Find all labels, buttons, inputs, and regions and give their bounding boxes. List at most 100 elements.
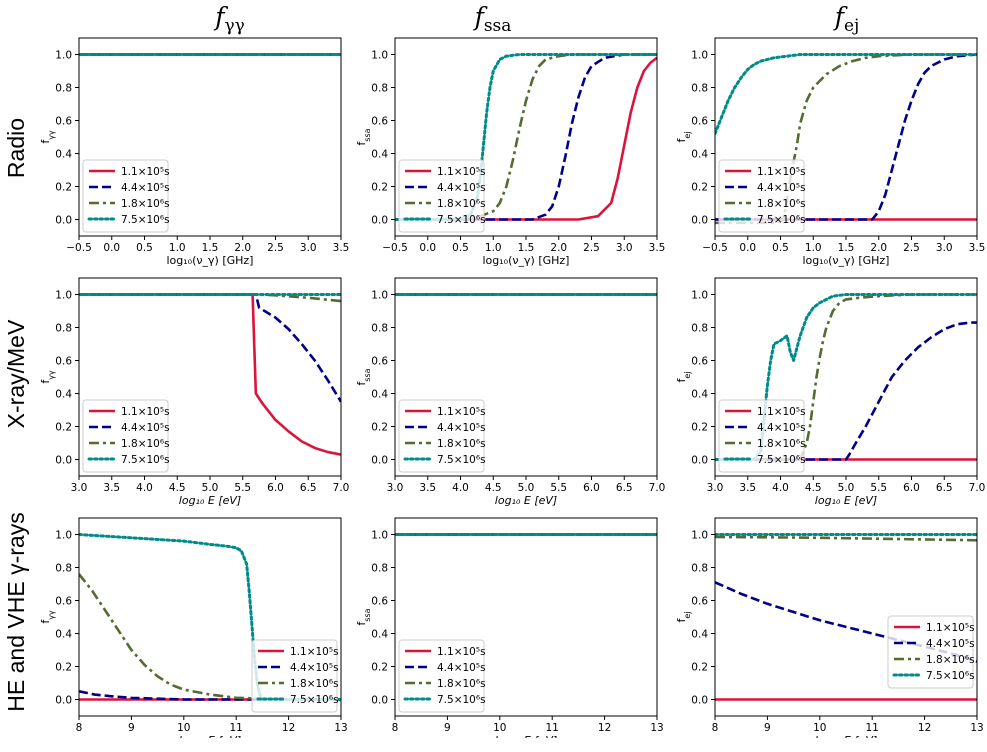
x-tick-label: 4.5 <box>485 482 502 494</box>
y-tick-label: 1.0 <box>691 529 708 541</box>
x-tick-label: 4.0 <box>772 482 789 494</box>
y-tick-label: 0.4 <box>371 388 388 400</box>
y-axis-label: fγγ <box>39 130 56 144</box>
x-tick-label: 4.0 <box>136 482 153 494</box>
x-tick-label: 6.0 <box>583 482 600 494</box>
x-tick-label: 0.0 <box>419 242 436 254</box>
x-tick-label: 10 <box>493 722 506 734</box>
plot-xray-fej: 0.0 0.2 0.4 0.6 0.8 1.0 3.0 3.5 4.0 4.5 5.0 5.5 6.0 6… <box>675 277 985 507</box>
legend-label-3: 1.8×10⁶s <box>437 198 486 210</box>
legend-label-4: 7.5×10⁶s <box>290 694 339 706</box>
x-tick-label: 10 <box>813 722 826 734</box>
x-axis-label: log₁₀ E [eV] <box>495 734 557 738</box>
x-tick-label: 5.0 <box>838 482 855 494</box>
legend-label-2: 4.4×10⁵s <box>437 662 486 674</box>
y-tick-label: 0.0 <box>691 454 708 466</box>
series-line-2 <box>715 321 977 461</box>
legend-label-1: 1.1×10⁵s <box>757 406 806 418</box>
y-axis-label: fej <box>675 371 692 382</box>
plot-xray-fssa: 0.0 0.2 0.4 0.6 0.8 1.0 3.0 3.5 4.0 4.5 5.0 5.5 6.0 6… <box>355 277 665 507</box>
y-tick-label: 0.4 <box>371 628 388 640</box>
legend-box <box>398 639 485 713</box>
x-tick-label: 3.5 <box>103 482 120 494</box>
y-tick-label: 0.4 <box>691 148 708 160</box>
y-axis-label: fγγ <box>39 370 56 384</box>
x-tick-label: 3.5 <box>419 482 436 494</box>
legend-label-4: 7.5×10⁶s <box>121 214 170 226</box>
plot-he-fssa: 0.0 0.2 0.4 0.6 0.8 1.0 8 9 10 11 12 13 log₁₀ E [eV]… <box>355 517 664 738</box>
plot-frame <box>394 517 658 717</box>
y-tick-label: 0.2 <box>691 181 708 193</box>
x-tick-label: 2.0 <box>550 242 567 254</box>
y-tick-label: 0.6 <box>55 595 72 607</box>
x-tick-label: 9 <box>128 722 135 734</box>
legend: 1.1×10⁵s 4.4×10⁵s 1.8×10⁶s 7.5×10⁶s <box>82 159 170 233</box>
x-tick-label: 3.5 <box>333 242 350 254</box>
x-tick-label: −0.5 <box>702 242 728 254</box>
x-axis-label: log₁₀(ν_γ) [GHz] <box>167 254 254 267</box>
series-line-2 <box>715 53 977 221</box>
x-tick-label: 5.0 <box>518 482 535 494</box>
x-tick-label: 1.5 <box>838 242 855 254</box>
x-tick-label: 2.5 <box>583 242 600 254</box>
series-line-2 <box>395 53 657 221</box>
legend-label-3: 1.8×10⁶s <box>121 198 170 210</box>
legend-label-1: 1.1×10⁵s <box>437 166 486 178</box>
legend-label-3: 1.8×10⁶s <box>437 678 486 690</box>
x-tick-label: 0.5 <box>136 242 153 254</box>
legend-label-1: 1.1×10⁵s <box>121 166 170 178</box>
x-tick-label: 11 <box>230 722 243 734</box>
plot-xray-fgg: 0.0 0.2 0.4 0.6 0.8 1.0 3.0 3.5 4.0 4.5 5.0 5.5 6.0 6… <box>39 277 349 507</box>
y-tick-label: 0.0 <box>691 694 708 706</box>
y-tick-label: 0.0 <box>691 214 708 226</box>
y-tick-label: 1.0 <box>691 49 708 61</box>
y-tick-label: 0.8 <box>691 562 708 574</box>
y-axis-label: fej <box>675 611 692 622</box>
legend-label-2: 4.4×10⁵s <box>926 638 975 650</box>
legend-label-1: 1.1×10⁵s <box>757 166 806 178</box>
legend-label-1: 1.1×10⁵s <box>437 406 486 418</box>
legend-label-3: 1.8×10⁶s <box>290 678 339 690</box>
legend-label-3: 1.8×10⁶s <box>757 198 806 210</box>
plot-frame <box>714 517 978 717</box>
plot-radio-fssa: 0.0 0.2 0.4 0.6 0.8 1.0 −0.5 0.0 0.5 1.0 1.5 2.0 2.5… <box>355 37 666 267</box>
y-tick-label: 0.0 <box>371 454 388 466</box>
series-line-3 <box>715 53 977 225</box>
series-line-2 <box>79 689 341 701</box>
y-tick-label: 0.8 <box>55 562 72 574</box>
x-tick-label: −0.5 <box>382 242 408 254</box>
plot-radio-fgg: 0.0 0.2 0.4 0.6 0.8 1.0 −0.5 0.0 0.5 1.0 1.5 2.0 2.5… <box>39 37 350 267</box>
legend-box <box>251 639 338 713</box>
legend-label-4: 7.5×10⁶s <box>757 214 806 226</box>
y-axis-label: fej <box>675 131 692 142</box>
legend-label-2: 4.4×10⁵s <box>121 182 170 194</box>
x-tick-label: 3.5 <box>649 242 666 254</box>
x-tick-label: 13 <box>650 722 663 734</box>
y-tick-label: 1.0 <box>371 49 388 61</box>
x-tick-label: 6.0 <box>903 482 920 494</box>
y-tick-label: 0.8 <box>371 562 388 574</box>
x-tick-label: 5.0 <box>202 482 219 494</box>
x-tick-label: 6.0 <box>267 482 284 494</box>
x-tick-label: 2.5 <box>267 242 284 254</box>
x-tick-label: 0.0 <box>103 242 120 254</box>
legend-box <box>718 399 805 473</box>
y-axis-label: fssa <box>355 368 372 385</box>
y-tick-label: 0.0 <box>371 694 388 706</box>
y-tick-label: 1.0 <box>55 289 72 301</box>
x-axis-label: log₁₀ E [eV] <box>815 734 877 738</box>
y-tick-label: 0.0 <box>371 214 388 226</box>
y-axis-label: fssa <box>355 608 372 625</box>
x-tick-label: 8 <box>76 722 83 734</box>
legend-label-4: 7.5×10⁶s <box>437 454 486 466</box>
series-line-4 <box>715 53 977 136</box>
legend: 1.1×10⁵s 4.4×10⁵s 1.8×10⁶s 7.5×10⁶s <box>887 615 975 689</box>
y-tick-label: 0.2 <box>691 661 708 673</box>
x-axis-label: log₁₀ E [eV] <box>179 494 241 507</box>
y-tick-label: 0.8 <box>55 82 72 94</box>
legend-label-2: 4.4×10⁵s <box>437 182 486 194</box>
y-tick-label: 0.4 <box>55 388 72 400</box>
legend: 1.1×10⁵s 4.4×10⁵s 1.8×10⁶s 7.5×10⁶s <box>251 639 339 713</box>
x-tick-label: 6.5 <box>936 482 953 494</box>
